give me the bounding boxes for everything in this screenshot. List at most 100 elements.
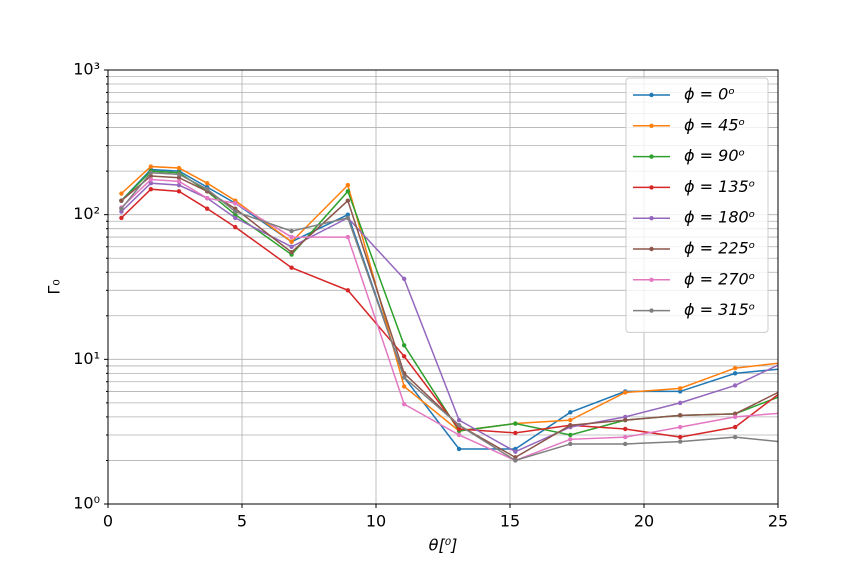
point — [233, 209, 238, 214]
point — [732, 383, 738, 388]
point — [677, 434, 683, 440]
point — [289, 228, 294, 234]
point — [788, 357, 792, 361]
point — [623, 417, 628, 423]
point — [456, 423, 462, 428]
legend-label: ϕ = 90ᵒ — [684, 146, 745, 165]
plot-area — [119, 164, 792, 463]
point — [623, 414, 628, 420]
point — [204, 181, 210, 186]
legend-marker — [649, 246, 654, 252]
point — [289, 234, 294, 240]
point — [513, 449, 518, 454]
point — [677, 386, 683, 391]
point — [788, 441, 792, 445]
legend-label: ϕ = 45ᵒ — [684, 115, 745, 134]
point — [732, 371, 738, 376]
point — [456, 446, 462, 452]
point — [732, 411, 738, 417]
point — [401, 354, 407, 359]
point — [204, 195, 210, 201]
point — [345, 288, 351, 293]
point — [513, 455, 518, 460]
point — [568, 432, 573, 438]
point — [119, 191, 124, 196]
point — [568, 417, 573, 423]
x-tick-label: 0 — [103, 512, 113, 531]
point — [677, 424, 683, 430]
y-tick-label: 10⁰ — [73, 494, 100, 513]
point — [176, 179, 182, 184]
y-axis-label: Γ₀ — [45, 279, 64, 294]
point — [732, 424, 738, 430]
point — [513, 421, 518, 426]
point — [568, 423, 573, 428]
point — [677, 439, 683, 444]
point — [456, 426, 462, 432]
point — [176, 182, 182, 188]
point — [788, 390, 792, 394]
legend-marker — [649, 277, 654, 282]
legend-label: ϕ = 225ᵒ — [684, 239, 755, 258]
point — [513, 458, 518, 463]
point — [176, 189, 182, 194]
point — [148, 177, 154, 182]
point — [677, 400, 683, 406]
legend-marker — [649, 92, 654, 98]
point — [623, 426, 628, 432]
point — [289, 250, 294, 255]
point — [677, 413, 683, 418]
x-tick-label: 15 — [500, 512, 520, 531]
point — [176, 172, 182, 177]
point — [568, 437, 573, 442]
point — [176, 175, 182, 180]
point — [456, 432, 462, 438]
point — [456, 417, 462, 423]
point — [513, 430, 518, 436]
point — [148, 181, 154, 186]
point — [233, 201, 238, 206]
point — [289, 239, 294, 244]
point — [732, 365, 738, 371]
point — [345, 189, 351, 194]
point — [788, 384, 792, 388]
point — [345, 198, 351, 203]
point — [119, 215, 124, 221]
y-tick-label: 10² — [73, 204, 100, 223]
point — [345, 215, 351, 221]
legend-box — [625, 77, 769, 333]
point — [204, 186, 210, 192]
point — [788, 360, 792, 364]
point — [732, 414, 738, 420]
point — [289, 265, 294, 270]
point — [233, 215, 238, 221]
point — [345, 212, 351, 217]
point — [788, 366, 792, 370]
point — [623, 434, 628, 440]
legend-marker — [649, 123, 654, 128]
legend-label: ϕ = 315ᵒ — [684, 300, 755, 319]
point — [204, 206, 210, 211]
point — [401, 375, 407, 380]
point — [623, 390, 628, 395]
point — [119, 206, 124, 211]
point — [623, 441, 628, 447]
point — [119, 198, 124, 203]
point — [233, 224, 238, 230]
point — [289, 244, 294, 249]
legend-label: ϕ = 0ᵒ — [684, 85, 735, 104]
legend-label: ϕ = 180ᵒ — [684, 208, 755, 227]
point — [345, 234, 351, 240]
point — [401, 384, 407, 389]
point — [148, 164, 154, 169]
legend-marker — [649, 185, 654, 190]
point — [677, 389, 683, 394]
x-tick-label: 10 — [366, 512, 386, 531]
x-tick-label: 5 — [237, 512, 247, 531]
point — [568, 441, 573, 447]
point — [345, 182, 351, 188]
legend-label: ϕ = 270ᵒ — [684, 269, 755, 288]
point — [788, 410, 792, 414]
point — [401, 401, 407, 407]
